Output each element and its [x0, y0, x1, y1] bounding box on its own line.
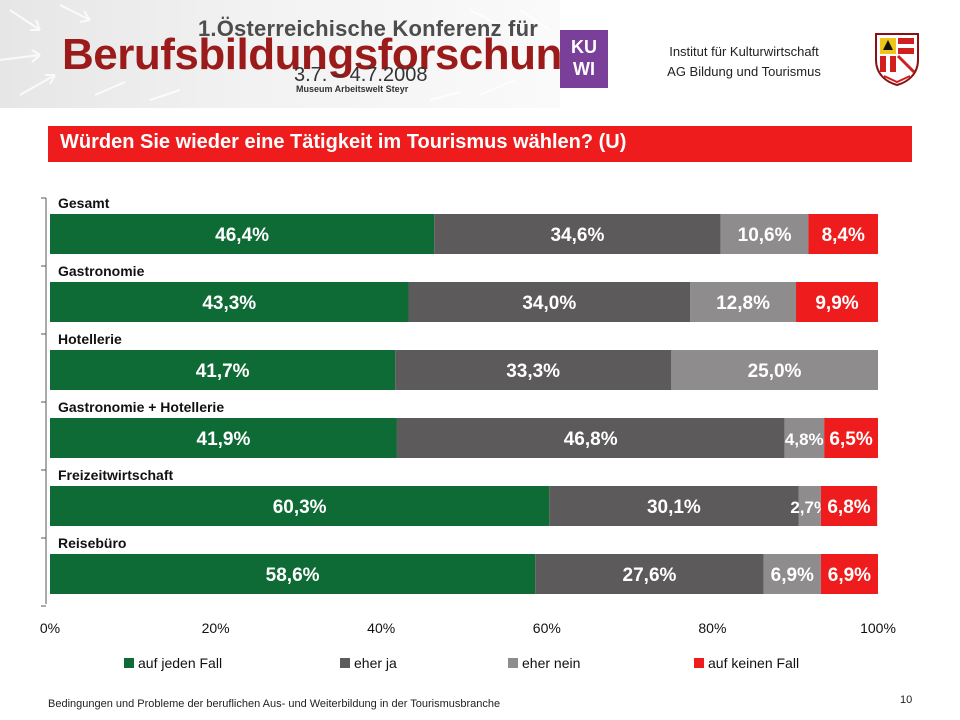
kuwi-logo-line2: WI — [573, 59, 595, 79]
bar-segment — [50, 282, 409, 322]
bar-segment — [396, 418, 785, 458]
coat-of-arms-icon — [875, 33, 919, 86]
data-label: 25,0% — [748, 361, 802, 382]
bar-segment — [820, 554, 878, 594]
data-label: 6,5% — [829, 429, 872, 450]
category-label: Reisebüro — [58, 535, 126, 551]
stacked-bar-chart: Gesamt 46,4% 34,6% 10,6% 8,4% Gastronomie 43,3… — [40, 195, 896, 671]
data-label: 8,4% — [822, 225, 865, 246]
bar-segment — [820, 486, 878, 526]
kuwi-logo-line1: KU — [571, 37, 597, 57]
bar-segment — [50, 418, 397, 458]
bar-segment — [50, 350, 396, 390]
kuwi-logo: KU WI — [560, 30, 608, 88]
data-label: 46,8% — [564, 429, 618, 450]
x-tick-label: 60% — [533, 620, 561, 636]
x-tick-label: 100% — [860, 620, 896, 636]
conference-title: Berufsbildungsforschung — [62, 30, 560, 79]
footer-text: Bedingungen und Probleme der beruflichen… — [48, 698, 501, 710]
bar-segment — [50, 486, 550, 526]
category-label: Gastronomie — [58, 263, 145, 279]
bar-segment — [434, 214, 721, 254]
data-label: 33,3% — [506, 361, 560, 382]
header: 1.Österreichische Konferenz für Berufsbi… — [0, 0, 960, 120]
slide-title: Würden Sie wieder eine Tätigkeit im Tour… — [60, 131, 627, 153]
data-label: 2,7% — [790, 498, 829, 517]
conference-line1: 1.Österreichische Konferenz für — [198, 16, 538, 41]
page-number: 10 — [900, 694, 913, 706]
bar-segment — [798, 486, 821, 526]
legend-entry: eher ja — [354, 655, 397, 671]
bar-segment — [549, 486, 799, 526]
conference-banner: 1.Österreichische Konferenz für Berufsbi… — [0, 0, 560, 108]
category-label: Gastronomie + Hotellerie — [58, 399, 224, 415]
data-label: 12,8% — [716, 293, 770, 314]
conference-dates: 3.7. – 4.7.2008 — [294, 64, 428, 86]
data-label: 27,6% — [623, 565, 677, 586]
data-label: 60,3% — [273, 497, 327, 518]
legend-swatch — [508, 658, 518, 668]
slide-title-bar: Würden Sie wieder eine Tätigkeit im Tour… — [48, 126, 912, 162]
bar-segment — [763, 554, 821, 594]
bar-segment — [671, 350, 878, 390]
data-label: 34,6% — [550, 225, 604, 246]
bar-segment — [395, 350, 671, 390]
bar-segment — [408, 282, 691, 322]
bar-segment — [796, 282, 878, 322]
legend-entry: auf keinen Fall — [708, 655, 799, 671]
data-label: 6,9% — [828, 565, 871, 586]
bar-segment — [690, 282, 797, 322]
conference-venue: Museum Arbeitswelt Steyr — [296, 84, 409, 94]
x-tick-label: 0% — [40, 620, 60, 636]
bar-segment — [824, 418, 878, 458]
bar-segment — [808, 214, 878, 254]
bar-segment — [50, 214, 435, 254]
category-label: Freizeitwirtschaft — [58, 467, 173, 483]
x-tick-label: 40% — [367, 620, 395, 636]
data-label: 46,4% — [215, 225, 269, 246]
bar-segment — [50, 554, 536, 594]
data-label: 6,8% — [827, 497, 870, 518]
data-label: 9,9% — [815, 293, 858, 314]
data-label: 10,6% — [738, 225, 792, 246]
institute-info: Institut für Kulturwirtschaft AG Bildung… — [616, 42, 872, 82]
bar-segment — [784, 418, 825, 458]
category-label: Hotellerie — [58, 331, 122, 347]
arrow-pattern-icon — [0, 4, 551, 101]
data-label: 58,6% — [266, 565, 320, 586]
data-label: 30,1% — [647, 497, 701, 518]
legend-entry: auf jeden Fall — [138, 655, 222, 671]
bar-segment — [720, 214, 809, 254]
institute-group: AG Bildung und Tourismus — [667, 64, 821, 79]
legend-swatch — [694, 658, 704, 668]
category-label: Gesamt — [58, 195, 110, 211]
bar-segment — [535, 554, 764, 594]
data-label: 41,7% — [196, 361, 250, 382]
data-label: 43,3% — [202, 293, 256, 314]
data-label: 34,0% — [522, 293, 576, 314]
institute-name: Institut für Kulturwirtschaft — [669, 44, 819, 59]
data-label: 41,9% — [197, 429, 251, 450]
data-label: 6,9% — [771, 565, 814, 586]
legend-entry: eher nein — [522, 655, 580, 671]
x-tick-label: 80% — [698, 620, 726, 636]
legend-swatch — [340, 658, 350, 668]
data-label: 4,8% — [785, 430, 824, 449]
x-tick-label: 20% — [202, 620, 230, 636]
legend-swatch — [124, 658, 134, 668]
